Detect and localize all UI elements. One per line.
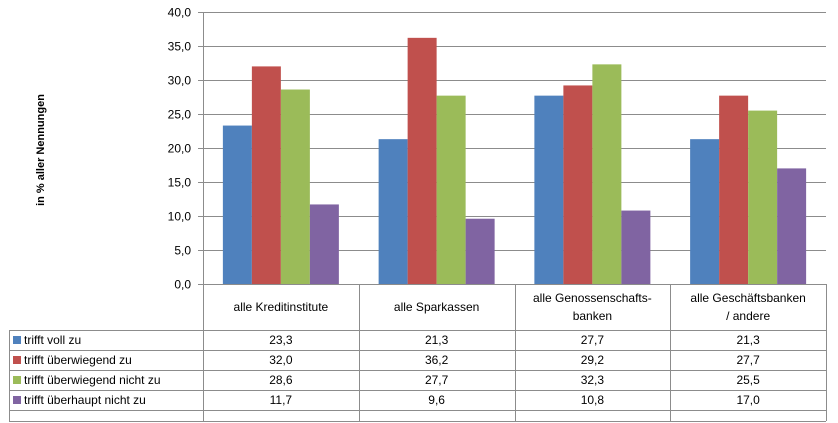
data-label: 21,3 xyxy=(425,333,449,347)
y-tick-label: 10,0 xyxy=(168,210,192,224)
bar xyxy=(280,89,310,285)
y-tick-label: 25,0 xyxy=(168,108,192,122)
bar xyxy=(563,85,593,284)
data-label: 32,0 xyxy=(269,353,293,367)
bar xyxy=(436,95,466,284)
y-axis-label: in % aller Nennungen xyxy=(35,94,47,206)
bar xyxy=(592,64,622,284)
y-axis-ticks: 0,0 5,0 10,0 15,0 20,0 25,0 30,0 35,0 40,0 xyxy=(168,6,192,292)
bar xyxy=(222,125,252,284)
bar xyxy=(465,218,495,284)
y-tick-label: 30,0 xyxy=(168,74,192,88)
category-label: alle Kreditinstitute xyxy=(234,300,329,314)
y-tick-label: 35,0 xyxy=(168,40,192,54)
y-tick-label: 15,0 xyxy=(168,176,192,190)
bar xyxy=(719,95,749,284)
legend-label: trifft voll zu xyxy=(24,333,81,347)
category-label: banken xyxy=(573,309,612,323)
legend-swatch xyxy=(13,396,21,404)
data-label: 17,0 xyxy=(736,393,760,407)
data-label: 29,2 xyxy=(581,353,605,367)
bar xyxy=(690,139,720,284)
bar xyxy=(407,37,437,285)
data-label: 9,6 xyxy=(428,393,445,407)
y-tick-label: 0,0 xyxy=(174,278,191,292)
bar xyxy=(534,95,564,284)
legend-swatch xyxy=(13,356,21,364)
bar xyxy=(777,168,807,284)
data-label: 10,8 xyxy=(581,393,605,407)
y-tick-label: 20,0 xyxy=(168,142,192,156)
data-label: 27,7 xyxy=(736,353,760,367)
legend-swatch xyxy=(13,376,21,384)
data-label: 27,7 xyxy=(425,373,449,387)
bar xyxy=(309,204,339,284)
y-tick-label: 5,0 xyxy=(174,244,191,258)
data-table: alle Kreditinstitute alle Sparkassen alle … xyxy=(9,12,827,422)
category-label: alle Genossenschafts- xyxy=(533,291,652,305)
data-label: 27,7 xyxy=(581,333,605,347)
data-label: 32,3 xyxy=(581,373,605,387)
bar xyxy=(251,66,281,285)
data-label: 21,3 xyxy=(736,333,760,347)
category-label: / andere xyxy=(726,309,770,323)
legend-swatch xyxy=(13,336,21,344)
bar xyxy=(621,210,651,284)
legend-label: trifft überwiegend zu xyxy=(24,353,132,367)
category-label: alle Sparkassen xyxy=(394,300,479,314)
data-label: 36,2 xyxy=(425,353,449,367)
data-label: 11,7 xyxy=(270,393,293,407)
bar xyxy=(748,110,778,284)
category-label: alle Geschäftsbanken xyxy=(690,291,805,305)
legend-label: trifft überhaupt nicht zu xyxy=(24,393,146,407)
bar xyxy=(378,139,408,284)
legend-label: trifft überwiegend nicht zu xyxy=(24,373,161,387)
bars xyxy=(222,37,807,285)
y-tick-label: 40,0 xyxy=(168,6,192,20)
data-label: 23,3 xyxy=(269,333,293,347)
data-label: 25,5 xyxy=(736,373,760,387)
data-label: 28,6 xyxy=(269,373,293,387)
